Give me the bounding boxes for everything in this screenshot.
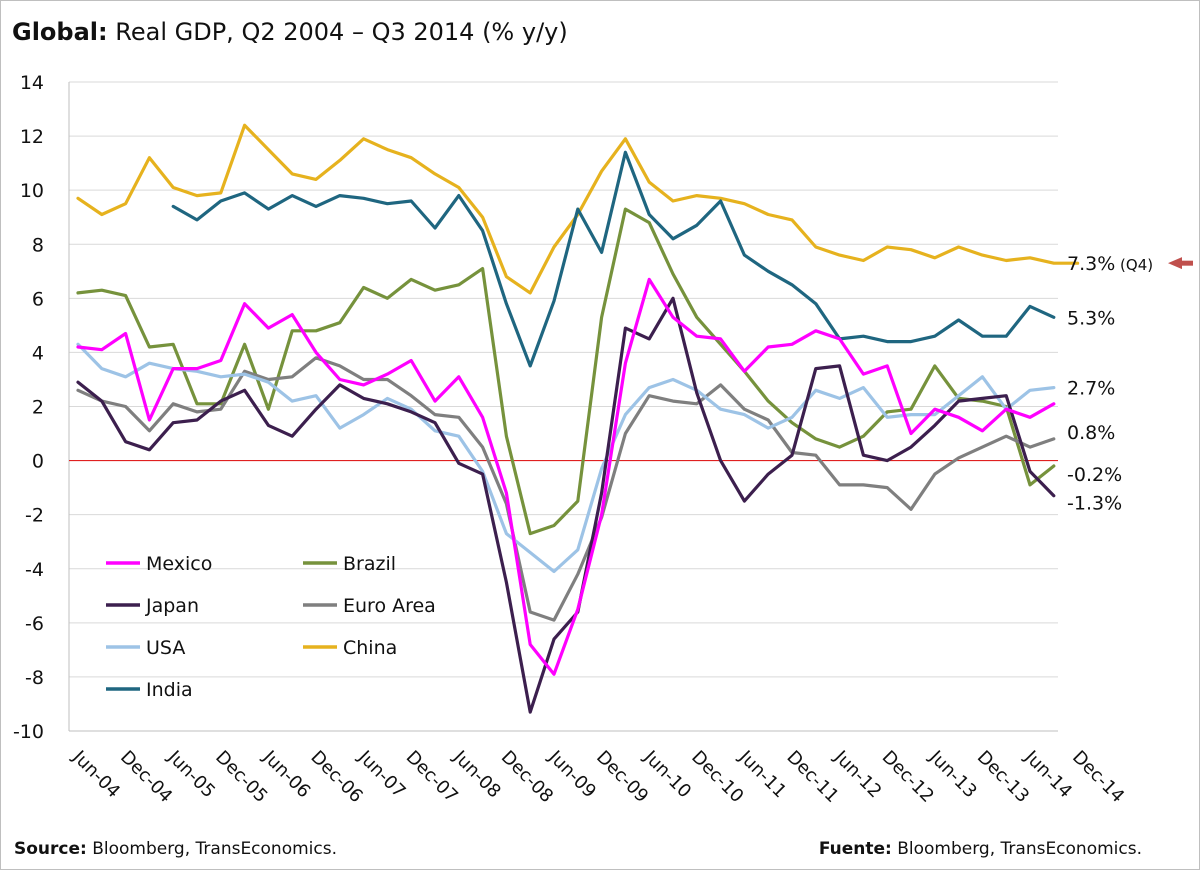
y-tick-label: -2 xyxy=(25,505,44,527)
title-rest: Real GDP, Q2 2004 – Q3 2014 (% y/y) xyxy=(115,18,568,46)
y-tick-label: -4 xyxy=(25,559,44,581)
fuente-text: Bloomberg, TransEconomics. xyxy=(897,839,1142,859)
legend-label: Brazil xyxy=(343,553,396,575)
end-value-label: 2.7% xyxy=(1067,378,1115,400)
source-note: Source: Bloomberg, TransEconomics. xyxy=(14,839,337,859)
x-tick-label: Dec-11 xyxy=(782,747,842,807)
series-line-brazil xyxy=(76,207,1056,536)
x-tick-label: Dec-10 xyxy=(687,747,747,807)
arrow-head xyxy=(1168,257,1182,270)
legend-label: Euro Area xyxy=(343,595,436,617)
x-tick-label: Dec-05 xyxy=(211,747,271,807)
y-tick-label: 14 xyxy=(20,72,44,94)
y-tick-label: 4 xyxy=(32,342,44,364)
end-value-note: (Q4) xyxy=(1115,256,1153,274)
y-tick-label: 6 xyxy=(32,288,44,310)
title-bold: Global: xyxy=(12,18,108,46)
x-tick-label: Dec-09 xyxy=(592,747,652,807)
legend-label: India xyxy=(146,679,193,701)
legend-label: China xyxy=(343,637,397,659)
series-line-euro-area xyxy=(76,356,1056,622)
x-tick-label: Dec-04 xyxy=(116,747,176,807)
series-line-usa xyxy=(76,342,1056,574)
x-tick-label: Jun-04 xyxy=(68,746,124,802)
legend-label: Japan xyxy=(145,595,199,617)
y-tick-label: -6 xyxy=(25,613,44,635)
legend-label: Mexico xyxy=(146,553,212,575)
x-tick-label: Dec-06 xyxy=(306,747,366,807)
x-tick-label: Dec-13 xyxy=(973,747,1033,807)
series-line-mexico xyxy=(76,277,1056,676)
fuente-note: Fuente: Bloomberg, TransEconomics. xyxy=(819,839,1142,859)
end-value-label: 7.3% (Q4) xyxy=(1067,253,1153,275)
y-tick-label: -10 xyxy=(13,721,44,743)
chart-title: Global: Real GDP, Q2 2004 – Q3 2014 (% y… xyxy=(12,18,568,46)
y-tick-label: -8 xyxy=(25,667,44,689)
x-tick-label: Dec-12 xyxy=(878,747,938,807)
y-tick-label: 0 xyxy=(32,451,44,473)
y-tick-label: 12 xyxy=(20,126,44,148)
end-value-label: 0.8% xyxy=(1067,422,1115,444)
series-line-india xyxy=(171,150,1056,368)
series-line-japan xyxy=(76,296,1056,714)
legend-label: USA xyxy=(146,637,185,659)
end-value-label: 5.3% xyxy=(1067,307,1115,329)
fuente-label: Fuente: xyxy=(818,839,892,859)
y-tick-label: 2 xyxy=(32,397,44,419)
end-value-label: -1.3% xyxy=(1067,493,1122,515)
y-tick-label: 8 xyxy=(32,234,44,256)
x-tick-label: Dec-07 xyxy=(402,747,462,807)
x-tick-label: Dec-14 xyxy=(1068,747,1128,807)
source-label: Source: xyxy=(14,839,87,859)
x-tick-label: Dec-08 xyxy=(497,747,557,807)
y-tick-label: 10 xyxy=(20,180,44,202)
source-text: Bloomberg, TransEconomics. xyxy=(92,839,337,859)
end-value-label: -0.2% xyxy=(1067,464,1122,486)
